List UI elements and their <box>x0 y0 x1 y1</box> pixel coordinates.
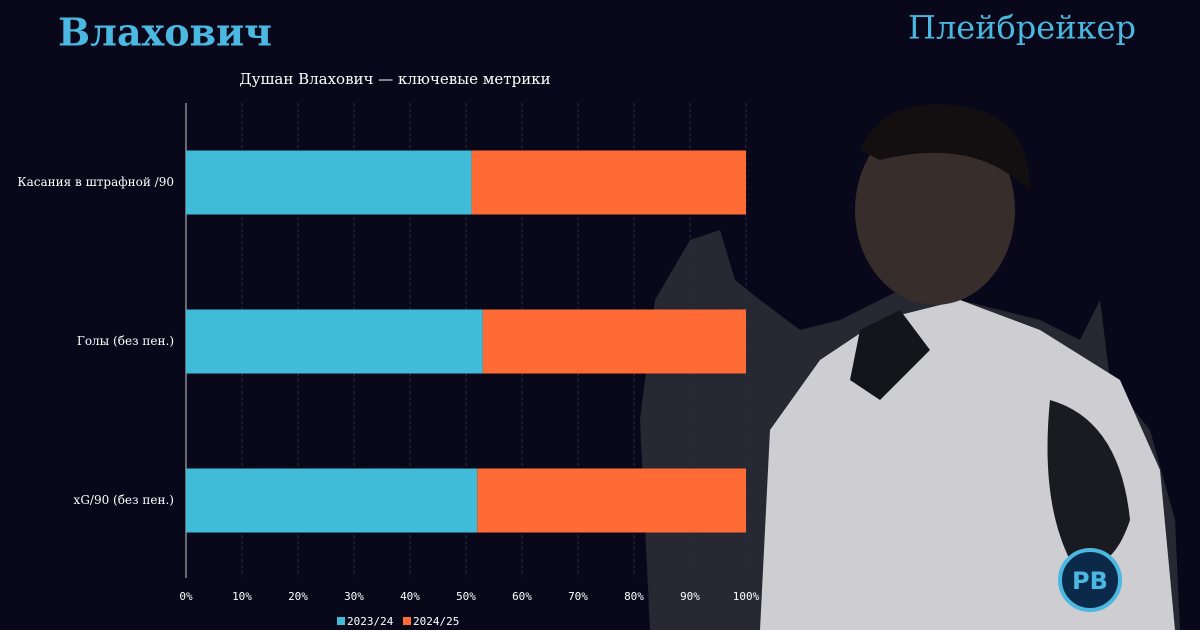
x-tick-label: 30% <box>344 590 364 603</box>
x-tick-label: 70% <box>568 590 588 603</box>
bar <box>471 150 746 215</box>
logo: PB <box>1058 548 1122 612</box>
x-tick-label: 20% <box>288 590 308 603</box>
x-tick-label: 40% <box>400 590 420 603</box>
plot: 0% 10% 20% 30% 40% 50% 60% 70% 80% 90% 100% Касания… <box>17 103 760 628</box>
page-title: Влахович <box>58 10 272 55</box>
x-tick-label: 0% <box>179 590 193 603</box>
legend-swatch <box>403 617 411 625</box>
x-tick-label: 90% <box>680 590 700 603</box>
legend-label: 2024/25 <box>413 615 459 628</box>
legend-label: 2023/24 <box>347 615 394 628</box>
x-tick-label: 60% <box>512 590 532 603</box>
bar <box>186 468 478 533</box>
x-tick-label: 100% <box>733 590 760 603</box>
bar <box>186 150 472 215</box>
bar <box>482 309 746 374</box>
bar <box>477 468 746 533</box>
chart-title: Душан Влахович — ключевые метрики <box>239 70 550 88</box>
player-photo <box>640 104 1180 630</box>
x-tick-label: 50% <box>456 590 476 603</box>
y-tick-label: Голы (без пен.) <box>77 334 174 348</box>
legend-swatch <box>337 617 345 625</box>
x-tick-label: 10% <box>232 590 252 603</box>
y-tick-label: xG/90 (без пен.) <box>74 493 174 507</box>
y-tick-label: Касания в штрафной /90 <box>17 175 174 189</box>
logo-text: PB <box>1072 567 1108 595</box>
bar <box>186 309 483 374</box>
brand: Плейбрейкер <box>908 9 1136 47</box>
x-tick-label: 80% <box>624 590 644 603</box>
